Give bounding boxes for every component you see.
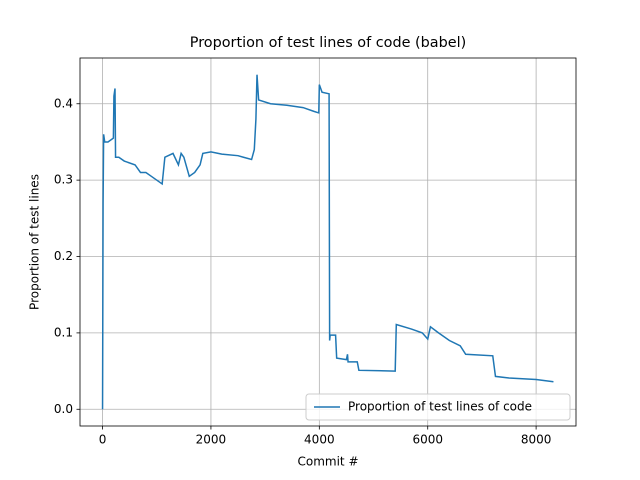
x-tick-label: 4000 [304, 433, 335, 447]
x-tick-label: 8000 [521, 433, 552, 447]
y-axis-label: Proportion of test lines [28, 174, 42, 310]
legend-box [305, 393, 571, 421]
legend-label: Proportion of test lines of code [348, 400, 532, 414]
x-tick-label: 6000 [412, 433, 443, 447]
y-tick-label: 0.2 [54, 249, 73, 263]
x-tick-label: 0 [99, 433, 107, 447]
y-tick-label: 0.0 [54, 402, 73, 416]
data-line [101, 74, 554, 410]
y-tick-label: 0.1 [54, 325, 73, 339]
chart-title: Proportion of test lines of code (babel) [190, 35, 466, 51]
y-tick-label: 0.4 [54, 96, 73, 110]
x-tick-label: 2000 [196, 433, 227, 447]
plot-frame [79, 57, 577, 427]
x-axis-label: Commit # [297, 455, 358, 469]
y-tick-label: 0.3 [54, 173, 73, 187]
